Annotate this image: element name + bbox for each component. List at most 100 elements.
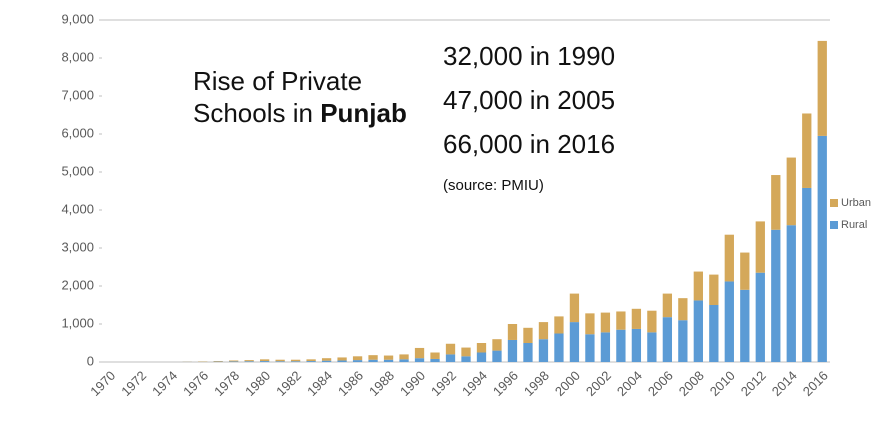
bar-segment <box>569 293 580 323</box>
bar-segment <box>523 327 533 343</box>
legend-label: Urban <box>841 197 871 209</box>
x-tick-label: 1996 <box>490 368 521 399</box>
bar-segment <box>538 322 549 340</box>
x-tick-label: 1986 <box>335 368 366 399</box>
bar-segment <box>337 357 347 361</box>
x-tick-label: 1980 <box>242 368 273 399</box>
title-emphasis: Punjab <box>320 98 407 128</box>
bar-segment <box>740 289 750 362</box>
x-tick-label: 1970 <box>87 368 118 399</box>
bar-segment <box>817 135 827 362</box>
bar-segment <box>290 361 301 362</box>
bar-segment <box>445 354 456 362</box>
x-tick-label: 2000 <box>552 368 583 399</box>
chart-title: Schools in Punjab <box>193 98 407 128</box>
bar-segment <box>755 221 765 273</box>
bar-segment <box>290 359 301 362</box>
bar-segment <box>461 356 471 362</box>
bar-segment <box>445 343 456 355</box>
annotation: 32,000 in 1990 <box>443 41 615 71</box>
x-tick-label: 1992 <box>428 368 459 399</box>
bar-segment <box>755 272 765 362</box>
bar-segment <box>786 225 796 362</box>
bar-segment <box>740 252 750 290</box>
x-tick-label: 1978 <box>211 368 242 399</box>
bar-segment <box>631 308 642 329</box>
x-tick-label: 2014 <box>769 368 800 399</box>
y-tick-label: 9,000 <box>61 11 94 26</box>
bar-segment <box>507 324 518 340</box>
bar-segment <box>492 350 502 362</box>
legend-swatch <box>830 221 838 229</box>
bar-segment <box>662 317 673 362</box>
y-tick-label: 3,000 <box>61 239 94 254</box>
bar-segment <box>724 281 734 362</box>
y-tick-label: 2,000 <box>61 277 94 292</box>
bar-segment <box>771 175 781 230</box>
bar-segment <box>554 333 564 362</box>
x-tick-label: 2016 <box>800 368 831 399</box>
bar-segment <box>802 187 812 362</box>
x-tick-label: 2004 <box>614 368 645 399</box>
bar-segment <box>476 343 487 353</box>
x-tick-label: 1990 <box>397 368 428 399</box>
bar-segment <box>724 234 734 282</box>
bar-segment <box>523 343 533 362</box>
bar-segment <box>275 361 285 362</box>
y-tick-label: 4,000 <box>61 201 94 216</box>
x-tick-label: 1976 <box>180 368 211 399</box>
y-tick-label: 6,000 <box>61 125 94 140</box>
chart-title: Rise of Private <box>193 66 362 96</box>
bar-segment <box>275 359 285 362</box>
bar-segment <box>476 352 487 362</box>
bar-segment <box>383 359 394 362</box>
y-tick-label: 7,000 <box>61 87 94 102</box>
x-tick-label: 2012 <box>738 368 769 399</box>
bar-segment <box>538 339 549 362</box>
title-text: Schools in <box>193 98 313 128</box>
bar-segment <box>430 352 440 359</box>
bar-segment <box>229 361 239 362</box>
legend-label: Rural <box>841 219 867 231</box>
x-tick-label: 1988 <box>366 368 397 399</box>
bar-segment <box>678 298 688 321</box>
bar-segment <box>569 322 580 362</box>
bar-segment <box>306 359 316 362</box>
bar-segment <box>802 113 812 188</box>
bar-segment <box>229 360 239 362</box>
bar-segment <box>399 359 409 362</box>
bar-segment <box>507 339 518 362</box>
bar-segment <box>213 361 223 362</box>
bar-segment <box>352 356 363 361</box>
y-tick-label: 5,000 <box>61 163 94 178</box>
bar-segment <box>771 229 781 362</box>
bar-segment <box>709 305 719 362</box>
x-tick-label: 1984 <box>304 368 335 399</box>
bar-segment <box>414 358 425 362</box>
bar-segment <box>259 361 270 362</box>
bar-segment <box>430 358 440 362</box>
bar-segment <box>647 332 657 362</box>
x-tick-label: 1974 <box>149 368 180 399</box>
bar-segment <box>244 360 254 362</box>
bar-segment <box>631 328 642 362</box>
x-tick-label: 2008 <box>676 368 707 399</box>
y-tick-label: 8,000 <box>61 49 94 64</box>
bar-segment <box>709 274 719 305</box>
bar-segment <box>321 358 332 361</box>
bar-segment <box>616 329 626 362</box>
y-tick-label: 0 <box>87 353 94 368</box>
bar-segment <box>321 360 332 362</box>
x-tick-label: 2010 <box>707 368 738 399</box>
x-tick-label: 1994 <box>459 368 490 399</box>
y-tick-label: 1,000 <box>61 315 94 330</box>
legend-swatch <box>830 199 838 207</box>
bar-segment <box>414 347 425 359</box>
bar-segment <box>585 313 595 335</box>
bar-segment <box>616 311 626 330</box>
bar-segment <box>352 360 363 362</box>
bar-segment <box>693 300 703 362</box>
bar-segment <box>817 40 827 136</box>
bar-segment <box>383 355 394 360</box>
bar-segment <box>585 334 595 362</box>
